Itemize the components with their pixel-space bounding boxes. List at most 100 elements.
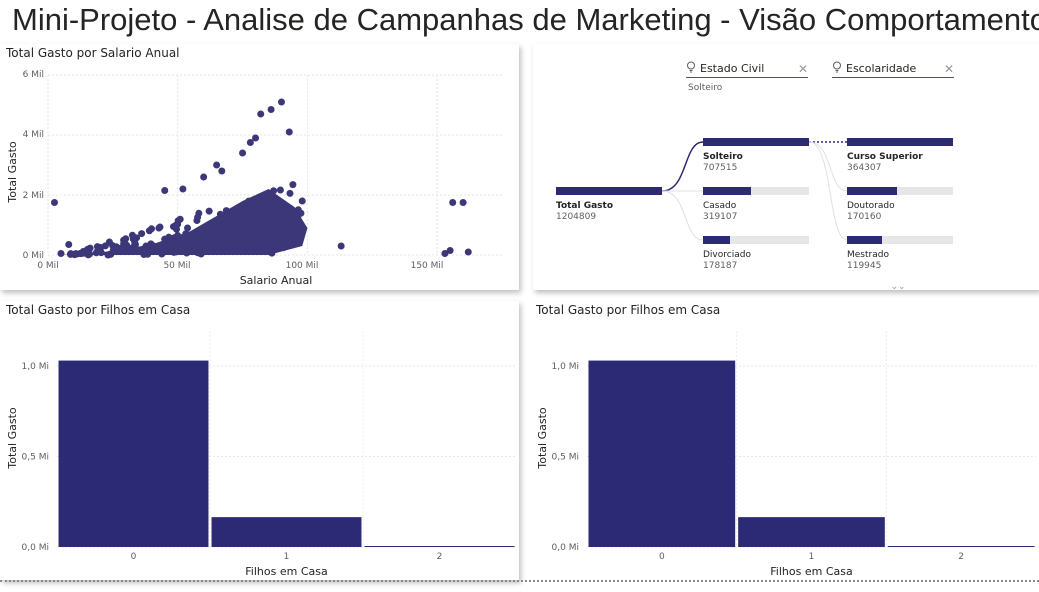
scatter-point: [464, 248, 472, 256]
scatter-chart[interactable]: 0 Mil 2 Mil 4 Mil 6 Mil 0 Mil 50 Mil 100…: [0, 44, 519, 290]
scatter-point: [77, 250, 85, 258]
scatter-point: [172, 221, 180, 229]
scatter-point: [267, 106, 275, 113]
filter-escolaridade[interactable]: Escolaridade ✕: [832, 61, 954, 78]
scatter-point: [138, 230, 146, 238]
scatter-point: [194, 249, 202, 257]
page-divider: [0, 580, 1039, 582]
y-tick-label: 2 Mil: [23, 191, 44, 201]
bar[interactable]: [738, 517, 885, 547]
scatter-point: [245, 197, 253, 205]
scatter-point: [225, 236, 233, 244]
y-tick-label: 0 Mil: [23, 251, 44, 261]
scatter-point: [161, 187, 169, 194]
y-tick-label: 0,0 Mi: [22, 543, 49, 553]
node-name: Divorciado: [703, 250, 751, 260]
scatter-point: [170, 248, 178, 256]
filter-estado-civil[interactable]: Estado Civil ✕ Solteiro: [686, 61, 808, 93]
close-icon[interactable]: ✕: [797, 61, 808, 76]
x-axis-title: Filhos em Casa: [770, 565, 852, 578]
node-name: Mestrado: [847, 250, 889, 260]
filter-label: Estado Civil: [700, 62, 765, 75]
tree-node-solteiro[interactable]: Solteiro 707515: [703, 138, 809, 174]
scatter-point: [242, 243, 250, 251]
scatter-density-region: [60, 189, 308, 255]
scatter-point: [128, 231, 136, 239]
scatter-point: [218, 167, 226, 175]
close-icon[interactable]: ✕: [943, 61, 954, 76]
scatter-point: [294, 213, 302, 221]
scatter-point: [57, 250, 65, 257]
bar-chart[interactable]: 0,0 Mi 0,5 Mi 1,0 Mi 0 1 2 Filhos em Casa Total…: [530, 301, 1039, 580]
bar[interactable]: [588, 360, 736, 547]
y-axis-title: Total Gasto: [6, 141, 19, 203]
scatter-point: [131, 238, 139, 246]
node-value: 364307: [847, 163, 882, 173]
scatter-point: [174, 231, 182, 239]
scatter-point: [179, 185, 187, 193]
scatter-point: [222, 207, 230, 215]
scatter-point: [205, 207, 213, 215]
bar[interactable]: [211, 517, 362, 547]
node-value: 707515: [703, 163, 738, 173]
scatter-point: [285, 128, 293, 136]
scatter-point: [240, 223, 248, 231]
tree-node-mestrado[interactable]: Mestrado 119945: [847, 236, 953, 272]
scatter-point: [148, 225, 156, 233]
scatter-point: [244, 206, 252, 214]
scatter-point: [337, 242, 345, 250]
scatter-point: [253, 195, 261, 203]
y-axis-title: Total Gasto: [6, 407, 19, 469]
lightbulb-icon: [686, 61, 696, 76]
scatter-point: [123, 241, 131, 249]
scatter-point: [441, 250, 449, 257]
scatter-point: [216, 210, 224, 218]
bar-chart-panel-2[interactable]: Total Gasto por Filhos em Casa 0,0 Mi 0,5…: [530, 301, 1039, 580]
x-tick-label: 100 Mil: [286, 261, 319, 271]
scatter-point: [253, 208, 261, 216]
decomposition-tree-panel[interactable]: Estado Civil ✕ Solteiro Escolaridade ✕ ⌄…: [533, 44, 1039, 290]
scatter-point: [262, 204, 270, 212]
scatter-point: [104, 251, 112, 259]
scatter-chart-panel[interactable]: Total Gasto por Salario Anual 0 Mil 2 Mi…: [0, 44, 519, 290]
page-title: Mini-Projeto - Analise de Campanhas de M…: [12, 2, 1039, 37]
filter-selected-value: Solteiro: [688, 83, 723, 93]
bar[interactable]: [364, 546, 515, 547]
lightbulb-icon: [832, 61, 842, 76]
scatter-point: [226, 242, 234, 250]
y-tick-label: 4 Mil: [23, 130, 44, 140]
scatter-point: [280, 244, 288, 252]
scatter-point: [293, 237, 301, 245]
y-tick-label: 0,0 Mi: [552, 543, 579, 553]
scatter-point: [195, 209, 203, 217]
scatter-point: [270, 187, 278, 195]
y-tick-label: 1,0 Mi: [22, 362, 49, 372]
scatter-point: [253, 243, 261, 251]
scatter-point: [67, 250, 75, 258]
x-tick-label: 1: [809, 552, 815, 562]
scatter-point: [210, 233, 218, 241]
scatter-point: [86, 250, 94, 258]
tree-node-casado[interactable]: Casado 319107: [703, 187, 809, 223]
scatter-point: [289, 181, 297, 189]
scatter-point: [446, 247, 454, 254]
bar-chart-title: Total Gasto por Filhos em Casa: [536, 303, 721, 317]
tree-node-root[interactable]: Total Gasto 1204809: [556, 187, 662, 223]
bar-chart-panel-1[interactable]: Total Gasto por Filhos em Casa 0,0 Mi 0,5…: [0, 301, 519, 580]
bar[interactable]: [58, 360, 209, 547]
tree-node-doutorado[interactable]: Doutorado 170160: [847, 187, 953, 223]
bar[interactable]: [887, 546, 1035, 547]
scatter-point: [198, 227, 206, 235]
x-tick-label: 2: [437, 552, 443, 562]
scatter-point: [176, 215, 184, 223]
tree-node-divorciado[interactable]: Divorciado 178187: [703, 236, 809, 272]
y-tick-label: 1,0 Mi: [552, 362, 579, 372]
node-value: 170160: [847, 212, 882, 222]
scatter-point: [155, 224, 163, 232]
bar-chart[interactable]: 0,0 Mi 0,5 Mi 1,0 Mi 0 1 2 Filhos em Casa Total…: [0, 301, 519, 580]
scatter-point: [158, 250, 166, 258]
scatter-point: [277, 227, 285, 235]
tree-node-curso-superior[interactable]: Curso Superior 364307: [847, 138, 953, 174]
x-tick-label: 0: [659, 552, 665, 562]
scatter-point: [293, 227, 301, 235]
